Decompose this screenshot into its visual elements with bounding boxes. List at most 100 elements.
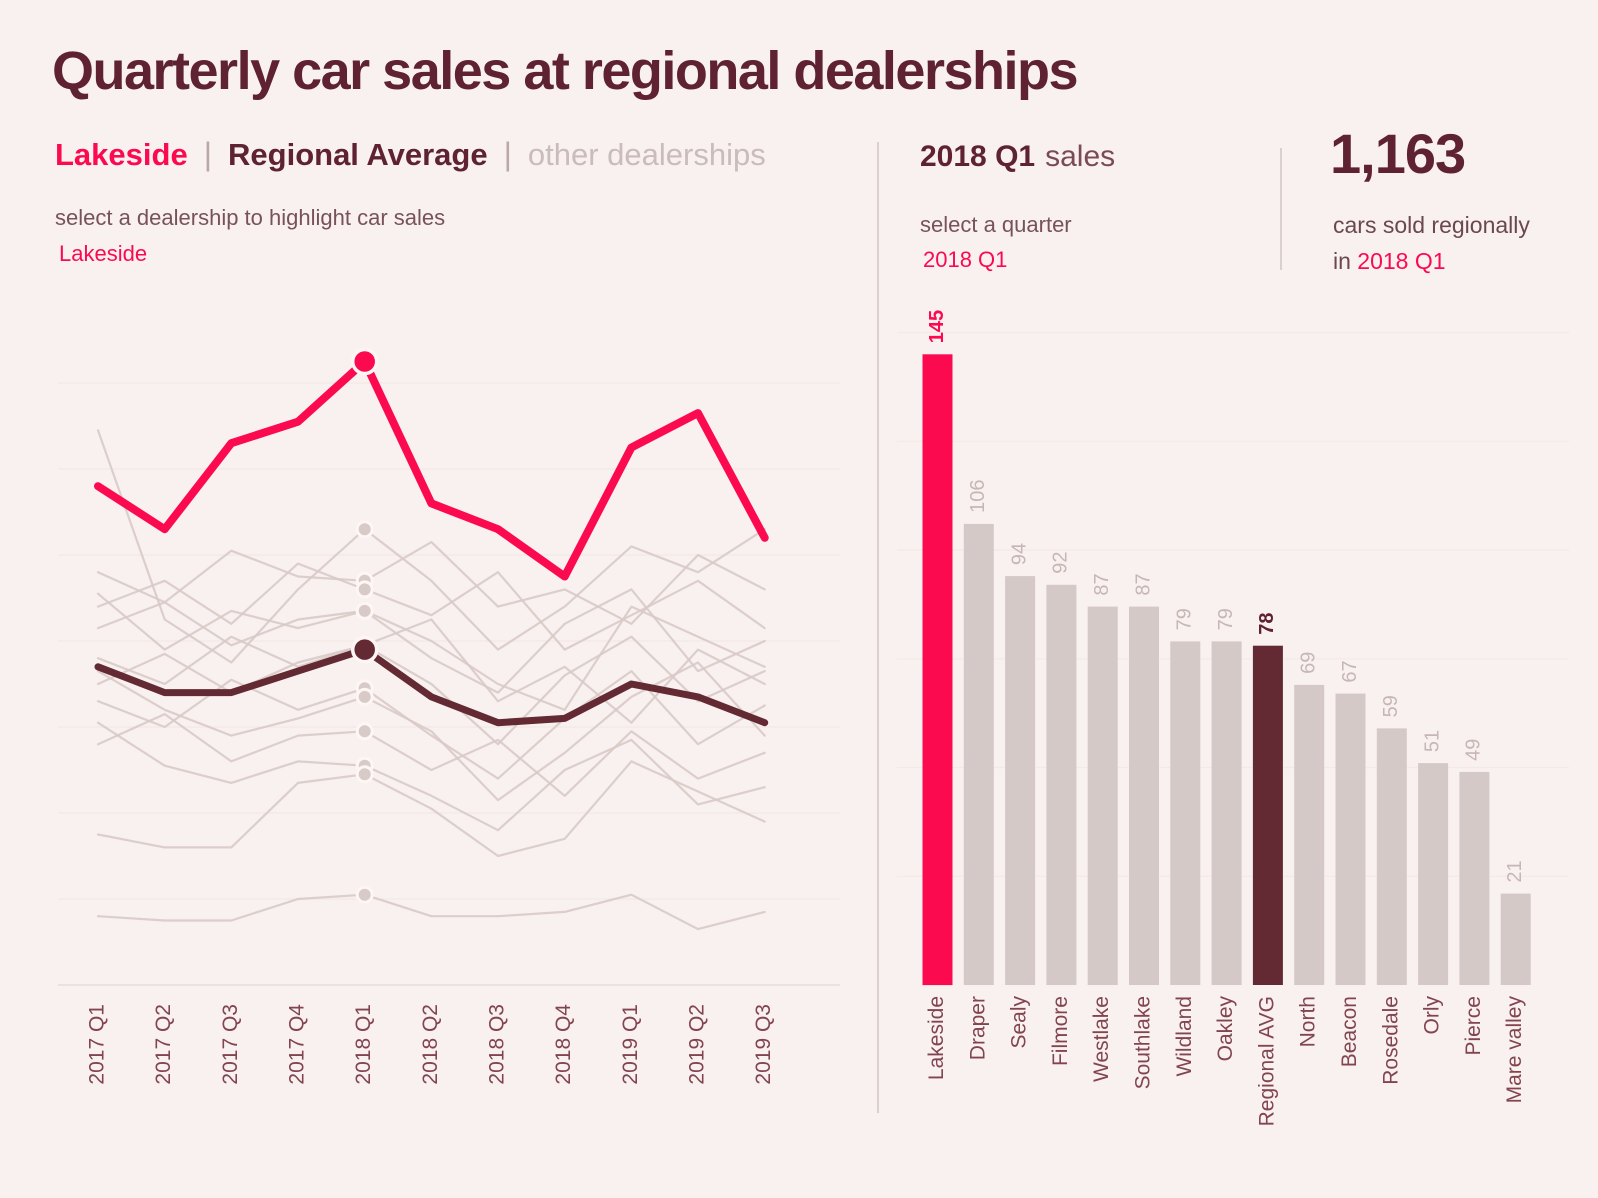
series-line-oakley[interactable] bbox=[96, 618, 766, 724]
legend-separator: | bbox=[503, 136, 512, 172]
bar-category-label[interactable]: Westlake bbox=[1090, 996, 1113, 1082]
legend-item-regional-average[interactable]: Regional Average bbox=[228, 137, 488, 172]
bar-north[interactable] bbox=[1294, 684, 1325, 985]
bar-category-label[interactable]: Sealy bbox=[1008, 996, 1031, 1049]
series-line-mare-valley[interactable] bbox=[96, 893, 766, 931]
bar-draper[interactable] bbox=[963, 523, 994, 985]
stat-total-value: 1,163 bbox=[1330, 122, 1466, 185]
series-line-draper[interactable] bbox=[96, 429, 766, 664]
dealership-selector[interactable]: Lakeside bbox=[59, 241, 148, 266]
quarter-select-hint: select a quarter bbox=[920, 212, 1072, 237]
marker-filmore[interactable] bbox=[355, 580, 374, 599]
bar-value-label: 79 bbox=[1215, 608, 1237, 630]
page-title: Quarterly car sales at regional dealersh… bbox=[52, 41, 1079, 101]
bar-value-label: 87 bbox=[1091, 573, 1113, 595]
series-line-orly[interactable] bbox=[96, 721, 766, 832]
bar-value-label: 59 bbox=[1380, 695, 1402, 717]
bar-orly[interactable] bbox=[1418, 763, 1449, 985]
marker-southlake[interactable] bbox=[355, 601, 374, 620]
x-tick-label: 2018 Q2 bbox=[419, 1004, 442, 1085]
bar-category-label[interactable]: Orly bbox=[1421, 996, 1444, 1035]
dealership-select-hint: select a dealership to highlight car sal… bbox=[55, 205, 446, 230]
bar-value-label: 145 bbox=[926, 310, 948, 343]
x-tick-label: 2018 Q4 bbox=[552, 1004, 575, 1085]
bar-category-label[interactable]: Wildland bbox=[1173, 996, 1196, 1077]
bar-category-label[interactable]: Southlake bbox=[1132, 996, 1155, 1089]
bar-value-label: 92 bbox=[1050, 552, 1072, 574]
bar-category-label[interactable]: Rosedale bbox=[1379, 996, 1402, 1085]
bar-category-label[interactable]: North bbox=[1297, 996, 1320, 1047]
bar-value-label: 49 bbox=[1463, 739, 1485, 761]
bar-value-label: 21 bbox=[1504, 860, 1526, 882]
stat-caption-prefix: in bbox=[1333, 248, 1351, 274]
bar-value-label: 106 bbox=[967, 480, 989, 513]
legend-item-lakeside[interactable]: Lakeside bbox=[55, 137, 188, 172]
bar-value-label: 94 bbox=[1008, 543, 1030, 565]
x-tick-label: 2017 Q4 bbox=[286, 1004, 309, 1085]
bar-pierce[interactable] bbox=[1459, 771, 1490, 985]
x-tick-label: 2018 Q3 bbox=[486, 1004, 509, 1085]
stat-caption-line2: in 2018 Q1 bbox=[1333, 248, 1446, 275]
bar-category-label[interactable]: Filmore bbox=[1049, 996, 1072, 1066]
marker-pierce[interactable] bbox=[355, 765, 374, 784]
series-line-southlake[interactable] bbox=[96, 601, 766, 711]
legend: Lakeside | Regional Average | other deal… bbox=[55, 136, 766, 173]
bar-westlake[interactable] bbox=[1087, 606, 1118, 985]
quarter-selector[interactable]: 2018 Q1 bbox=[923, 247, 1008, 272]
bar-value-label: 69 bbox=[1297, 652, 1319, 674]
bar-value-label: 51 bbox=[1421, 730, 1443, 752]
bar-lakeside[interactable] bbox=[922, 354, 953, 986]
series-line-pierce[interactable] bbox=[96, 760, 766, 858]
bar-category-label[interactable]: Draper bbox=[966, 996, 989, 1060]
series-line-sealy[interactable] bbox=[96, 541, 766, 625]
marker-beacon[interactable] bbox=[355, 687, 374, 706]
bar-value-label: 78 bbox=[1256, 612, 1278, 634]
x-tick-label: 2017 Q2 bbox=[152, 1004, 175, 1085]
bar-panel-heading: 2018 Q1 sales bbox=[920, 140, 1115, 173]
bar-filmore[interactable] bbox=[1046, 584, 1077, 985]
bar-category-label[interactable]: Beacon bbox=[1338, 996, 1361, 1067]
marker-draper[interactable] bbox=[355, 520, 374, 539]
bar-southlake[interactable] bbox=[1129, 606, 1159, 985]
stat-caption-line1: cars sold regionally bbox=[1333, 212, 1530, 238]
bar-category-label[interactable]: Pierce bbox=[1462, 996, 1485, 1056]
x-tick-label: 2018 Q1 bbox=[352, 1004, 375, 1085]
bar-chart: 145 Lakeside 106 Draper 94 Sealy 92 Filmore 87 We… bbox=[897, 310, 1569, 1126]
bar-regional-avg[interactable] bbox=[1252, 645, 1283, 985]
x-tick-label: 2019 Q1 bbox=[619, 1004, 642, 1085]
x-tick-label: 2017 Q1 bbox=[86, 1004, 109, 1085]
x-tick-label: 2019 Q3 bbox=[752, 1004, 775, 1085]
x-tick-label: 2017 Q3 bbox=[219, 1004, 242, 1085]
bar-category-label[interactable]: Lakeside bbox=[925, 996, 948, 1080]
bar-beacon[interactable] bbox=[1335, 693, 1366, 985]
series-line-lakeside[interactable] bbox=[94, 357, 769, 581]
bar-category-label[interactable]: Regional AVG bbox=[1255, 996, 1278, 1126]
marker-rosedale[interactable] bbox=[355, 722, 374, 741]
series-line-regional-avg[interactable] bbox=[94, 646, 769, 727]
bar-mare-valley[interactable] bbox=[1500, 893, 1531, 985]
bar-rosedale[interactable] bbox=[1376, 728, 1407, 985]
x-tick-label: 2019 Q2 bbox=[686, 1004, 709, 1085]
bar-oakley[interactable] bbox=[1211, 641, 1242, 985]
bar-value-label: 67 bbox=[1339, 660, 1361, 682]
series-line-rosedale[interactable] bbox=[96, 713, 766, 797]
line-chart: 2017 Q1 2017 Q2 2017 Q3 2017 Q4 2018 Q1 2018 … bbox=[58, 347, 840, 1085]
bar-sealy[interactable] bbox=[1005, 576, 1036, 985]
stat-divider bbox=[1280, 148, 1282, 270]
bar-heading-rest: sales bbox=[1045, 140, 1116, 173]
marker-regional-avg[interactable] bbox=[350, 635, 379, 664]
marker-lakeside[interactable] bbox=[350, 347, 379, 376]
series-line-filmore[interactable] bbox=[96, 562, 766, 651]
stat-caption-quarter: 2018 Q1 bbox=[1357, 248, 1446, 274]
series-line-wildland[interactable] bbox=[96, 635, 766, 746]
bar-wildland[interactable] bbox=[1170, 641, 1201, 985]
marker-mare-valley[interactable] bbox=[355, 885, 374, 904]
bar-category-label[interactable]: Oakley bbox=[1214, 996, 1237, 1062]
panel-divider bbox=[877, 142, 879, 1113]
bar-category-label[interactable]: Mare valley bbox=[1503, 996, 1526, 1104]
bar-value-label: 87 bbox=[1132, 573, 1154, 595]
bar-value-label: 79 bbox=[1174, 608, 1196, 630]
legend-separator: | bbox=[203, 136, 213, 172]
legend-item-other-dealerships[interactable]: other dealerships bbox=[527, 137, 766, 172]
bar-heading-quarter: 2018 Q1 bbox=[920, 140, 1036, 173]
